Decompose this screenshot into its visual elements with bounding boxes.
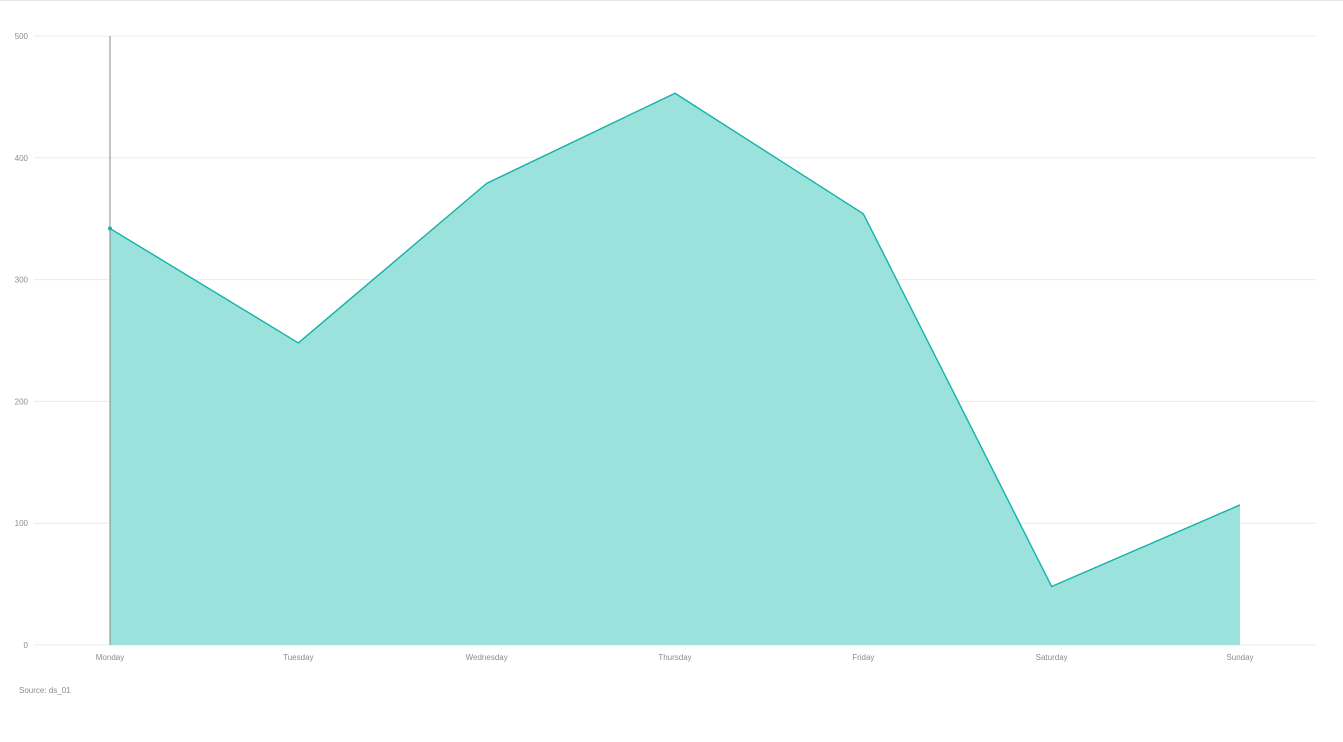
x-tick-label-tuesday: Tuesday: [283, 653, 313, 662]
area-fill-0: [110, 93, 1240, 646]
cursor-marker: [108, 226, 112, 231]
x-axis: Monday Tuesday Wednesday Thursday Friday Satu…: [96, 653, 1254, 662]
x-tick-label-monday: Monday: [96, 653, 124, 662]
y-tick-label-300: 300: [15, 276, 29, 285]
top-border: [0, 0, 1343, 1]
y-axis: 0 100 200 300 400 500: [15, 32, 29, 650]
source-note: Source: ds_01: [19, 686, 71, 695]
y-tick-label-400: 400: [15, 154, 29, 163]
series-area: [109, 92, 1241, 646]
x-tick-label-saturday: Saturday: [1036, 653, 1068, 662]
hover-cursor: [108, 36, 112, 645]
y-tick-label-500: 500: [15, 32, 29, 41]
y-tick-label-100: 100: [15, 519, 29, 528]
x-tick-label-wednesday: Wednesday: [466, 653, 508, 662]
x-tick-label-friday: Friday: [852, 653, 874, 662]
y-tick-label-0: 0: [24, 641, 29, 650]
x-tick-label-thursday: Thursday: [658, 653, 691, 662]
x-tick-label-sunday: Sunday: [1226, 653, 1253, 662]
y-tick-label-200: 200: [15, 397, 29, 406]
